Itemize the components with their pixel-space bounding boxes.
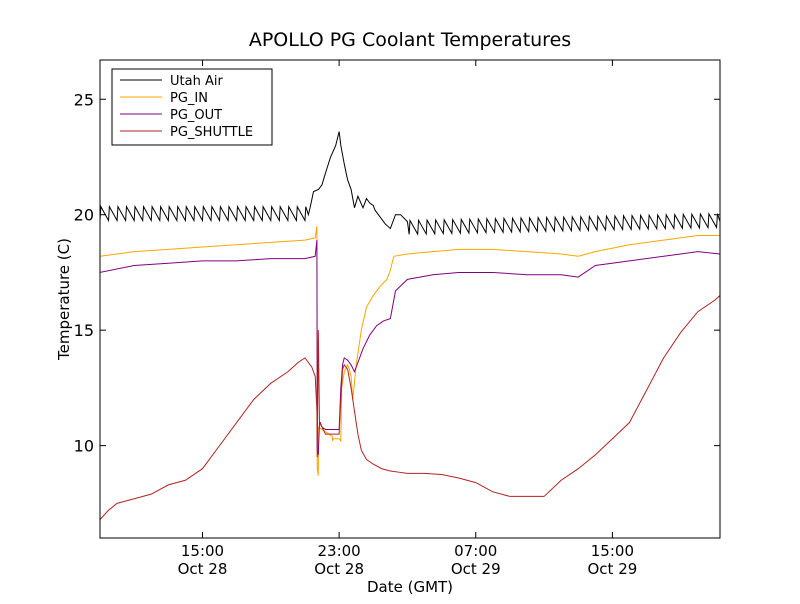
x-tick-label-time: 23:00 (318, 542, 361, 560)
series-line-pg-out (100, 240, 720, 455)
x-tick-label-date: Oct 29 (451, 560, 501, 578)
series-line-pg-shuttle (100, 295, 720, 520)
legend-box (111, 68, 273, 146)
series-line-utah-air (100, 131, 720, 236)
y-tick-label: 15 (74, 321, 94, 340)
chart-legend: Utah Air PG_IN PG_OUT PG_SHUTTLE (111, 68, 273, 146)
series-line-pg-in (100, 226, 720, 476)
x-tick-label-time: 15:00 (181, 542, 224, 560)
x-axis-label: Date (GMT) (367, 578, 453, 596)
x-tick-label-date: Oct 28 (314, 560, 364, 578)
x-tick-label-time: 07:00 (454, 542, 497, 560)
plot-frame (99, 59, 721, 539)
chart-title: APOLLO PG Coolant Temperatures (249, 29, 571, 51)
legend-label: PG_IN (170, 91, 208, 106)
x-tick-label-time: 15:00 (591, 542, 634, 560)
x-tick-label-date: Oct 28 (178, 560, 228, 578)
y-tick-label: 25 (74, 90, 94, 109)
y-tick-label: 20 (74, 206, 94, 225)
series-layer (100, 131, 720, 520)
legend-label: Utah Air (170, 74, 223, 89)
legend-label: PG_OUT (170, 108, 222, 123)
y-tick-label: 10 (74, 437, 94, 456)
legend-label: PG_SHUTTLE (170, 125, 253, 140)
y-axis-label: Temperature (C) (55, 238, 73, 361)
x-tick-label-date: Oct 29 (587, 560, 637, 578)
